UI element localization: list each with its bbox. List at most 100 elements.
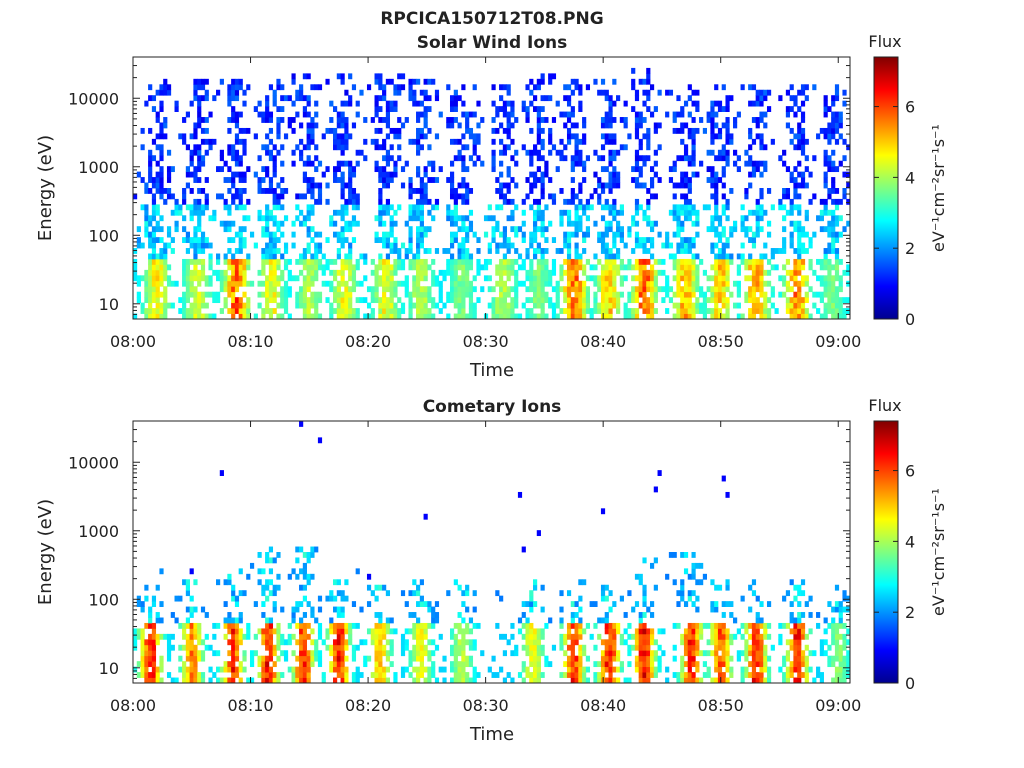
- heatmap-cell: [544, 117, 549, 123]
- heatmap-cell: [333, 209, 338, 216]
- heatmap-cell: [265, 639, 270, 646]
- heatmap-cell: [589, 193, 594, 200]
- heatmap-cell: [514, 204, 519, 211]
- heatmap-cell: [714, 633, 719, 640]
- heatmap-cell: [782, 264, 787, 271]
- heatmap-cell: [427, 198, 432, 205]
- heatmap-cell: [785, 590, 791, 597]
- heatmap-cell: [340, 590, 345, 597]
- heatmap-cell: [740, 595, 745, 602]
- heatmap-cell: [223, 622, 228, 629]
- heatmap-cell: [646, 89, 651, 96]
- heatmap-cell: [702, 269, 707, 276]
- heatmap-cell: [393, 248, 398, 254]
- heatmap-cell: [212, 313, 217, 320]
- heatmap-cell: [412, 612, 417, 618]
- heatmap-cell: [619, 666, 624, 673]
- heatmap-cell: [310, 258, 315, 265]
- heatmap-cell: [544, 280, 549, 287]
- heatmap-cell: [797, 133, 802, 140]
- heatmap-cell: [446, 177, 451, 183]
- heatmap-cell: [374, 286, 379, 293]
- heatmap-cell: [672, 117, 677, 123]
- heatmap-cell: [185, 248, 190, 254]
- heatmap-cell: [382, 166, 387, 173]
- heatmap-cell: [151, 661, 157, 668]
- heatmap-cell: [702, 672, 707, 678]
- heatmap-cell: [748, 258, 753, 265]
- heatmap-cell: [442, 666, 447, 673]
- heatmap-cell: [608, 209, 613, 216]
- heatmap-cell: [604, 650, 609, 657]
- heatmap-cell: [502, 84, 507, 91]
- heatmap-cell: [408, 661, 413, 668]
- heatmap-cell: [782, 193, 787, 200]
- heatmap-cell: [627, 677, 632, 684]
- heatmap-cell: [502, 111, 507, 118]
- heatmap-cell: [838, 111, 843, 118]
- heatmap-cell: [208, 144, 213, 151]
- heatmap-cell: [374, 106, 379, 112]
- heatmap-cell: [736, 111, 741, 118]
- heatmap-cell: [499, 193, 504, 200]
- heatmap-cell: [733, 117, 738, 123]
- heatmap-cell: [453, 188, 458, 194]
- heatmap-cell: [521, 264, 526, 271]
- heatmap-cell: [827, 297, 832, 304]
- heatmap-cell: [566, 209, 572, 216]
- heatmap-cell: [759, 650, 764, 657]
- heatmap-cell: [355, 308, 360, 314]
- heatmap-cell: [397, 258, 402, 265]
- heatmap-cell: [763, 269, 768, 276]
- heatmap-cell: [585, 258, 591, 265]
- heatmap-cell: [521, 546, 526, 553]
- heatmap-cell: [151, 193, 157, 200]
- heatmap-cell: [423, 198, 428, 205]
- heatmap-cell: [687, 661, 692, 668]
- heatmap-cell: [499, 149, 504, 156]
- heatmap-cell: [457, 280, 462, 287]
- heatmap-cell: [412, 650, 417, 657]
- heatmap-cell: [223, 160, 228, 167]
- heatmap-cell: [789, 666, 794, 673]
- heatmap-cell: [725, 579, 730, 586]
- heatmap-cell: [163, 78, 168, 85]
- heatmap-cell: [789, 286, 794, 293]
- heatmap-cell: [136, 633, 141, 640]
- heatmap-cell: [797, 639, 802, 646]
- heatmap-cell: [295, 672, 300, 678]
- heatmap-cell: [544, 661, 549, 668]
- heatmap-cell: [333, 286, 338, 293]
- heatmap-cell: [465, 237, 470, 243]
- heatmap-cell: [695, 253, 700, 260]
- heatmap-cell: [378, 639, 383, 646]
- heatmap-cell: [570, 308, 575, 314]
- heatmap-cell: [521, 677, 526, 684]
- heatmap-cell: [299, 655, 304, 662]
- heatmap-cell: [283, 639, 289, 646]
- heatmap-cell: [831, 242, 836, 249]
- heatmap-cell: [268, 628, 274, 635]
- heatmap-cell: [382, 117, 387, 123]
- heatmap-cell: [800, 313, 806, 320]
- heatmap-cell: [238, 661, 243, 668]
- heatmap-cell: [589, 264, 594, 271]
- heatmap-cell: [174, 595, 179, 602]
- heatmap-cell: [634, 275, 640, 282]
- heatmap-cell: [729, 258, 734, 265]
- heatmap-cell: [265, 291, 270, 298]
- heatmap-cell: [231, 297, 236, 304]
- heatmap-cell: [816, 672, 821, 678]
- heatmap-cell: [600, 122, 606, 129]
- heatmap-cell: [763, 633, 768, 640]
- heatmap-cell: [540, 297, 545, 304]
- heatmap-cell: [359, 280, 364, 287]
- heatmap-cell: [683, 644, 689, 651]
- heatmap-cell: [612, 622, 617, 629]
- heatmap-cell: [378, 188, 383, 194]
- heatmap-cell: [302, 264, 307, 271]
- heatmap-cell: [283, 215, 289, 222]
- heatmap-cell: [408, 188, 413, 194]
- heatmap-cell: [589, 308, 594, 314]
- heatmap-cell: [540, 209, 545, 216]
